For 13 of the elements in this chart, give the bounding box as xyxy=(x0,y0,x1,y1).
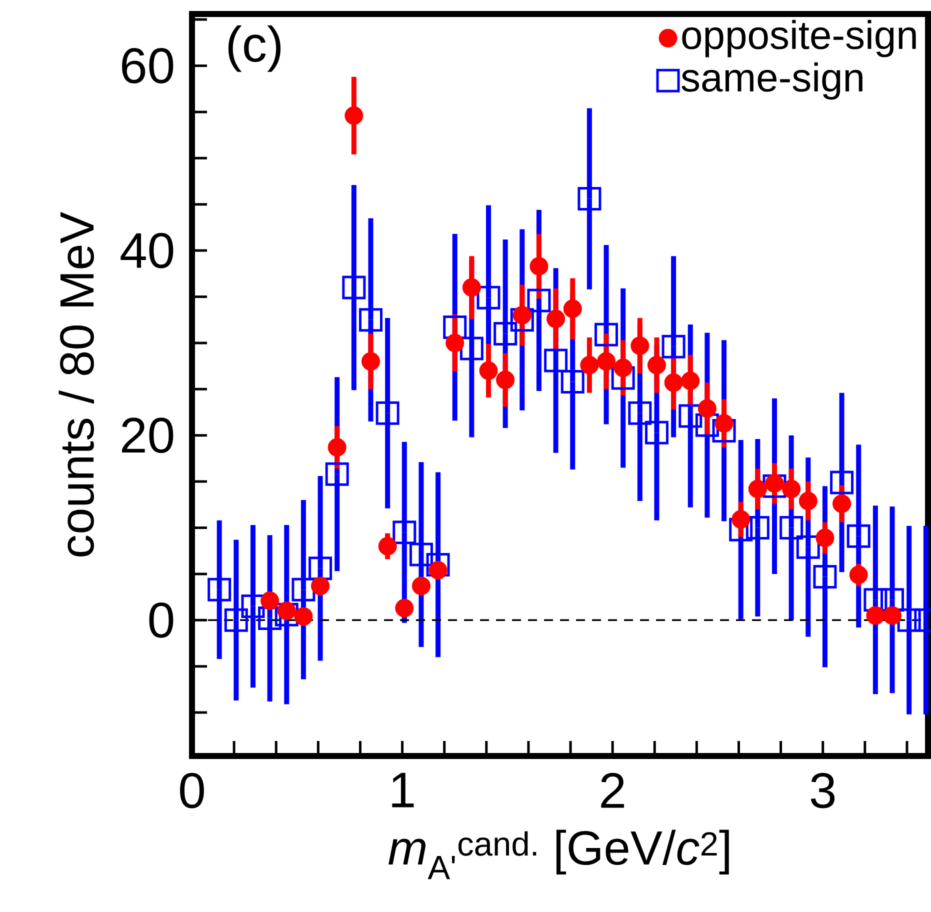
x-tick-label: 1 xyxy=(392,772,414,808)
x-tick-label: 2 xyxy=(601,772,624,808)
y-tick-label: 0 xyxy=(149,602,174,638)
x-tick-label: 3 xyxy=(810,772,835,808)
y-tick-label: 60 xyxy=(122,48,174,84)
x-axis-title: m$_{A'}$$^{cand.}$ [GeV/c$^{2}$] xyxy=(388,830,729,880)
y-axis-title: counts / 80 MeV xyxy=(58,212,94,556)
y-tick-label: 40 xyxy=(120,232,174,268)
legend-label: same-sign xyxy=(682,62,862,100)
annotation: (c) xyxy=(228,25,281,72)
y-tick-label: 20 xyxy=(122,418,174,454)
x-tick-label: 0 xyxy=(180,772,204,808)
legend-label: opposite-sign xyxy=(682,20,916,58)
